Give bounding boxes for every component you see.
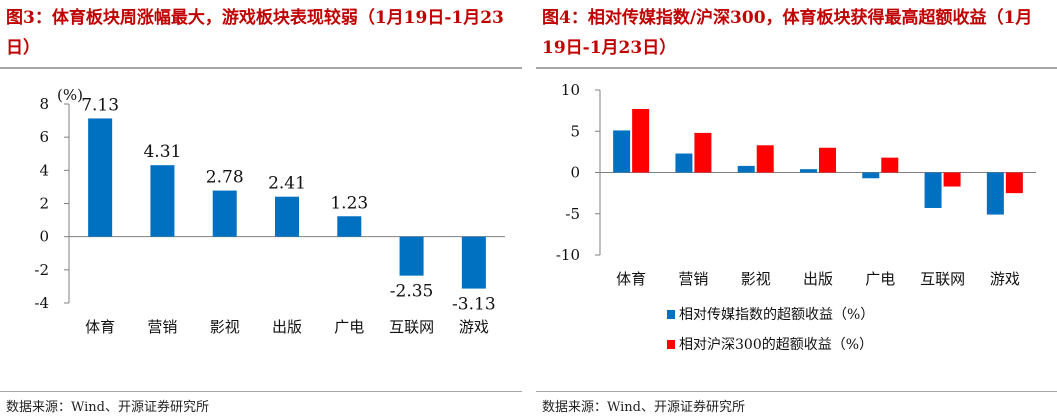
bar bbox=[337, 216, 362, 237]
legend-label: 相对沪深300的超额收益（%） bbox=[679, 337, 873, 353]
x-tick-label: 出版 bbox=[272, 318, 302, 336]
bar bbox=[461, 236, 486, 289]
y-tick-label: 2 bbox=[39, 195, 49, 213]
figure-4-panel: 图4：相对传媒指数/沪深300，体育板块获得最高超额收益（1月19日-1月23日… bbox=[536, 0, 1057, 419]
x-tick-label: 广电 bbox=[334, 318, 364, 336]
y-tick-label: 0 bbox=[570, 164, 580, 182]
y-unit-label: (%) bbox=[57, 86, 83, 104]
x-tick-label: 体育 bbox=[85, 318, 115, 336]
x-tick-label: 互联网 bbox=[389, 318, 434, 336]
x-tick-label: 营销 bbox=[147, 318, 177, 336]
bar bbox=[399, 236, 424, 276]
data-label: 4.31 bbox=[143, 142, 181, 162]
bar bbox=[943, 172, 961, 187]
y-tick-label: -2 bbox=[34, 261, 49, 279]
data-label: 2.78 bbox=[206, 168, 244, 188]
figure-4-bottom-rule bbox=[536, 391, 1057, 392]
x-tick-label: 出版 bbox=[803, 270, 833, 288]
bar bbox=[88, 118, 113, 237]
x-tick-label: 广电 bbox=[865, 270, 895, 288]
data-label: 7.13 bbox=[81, 95, 119, 115]
bar bbox=[613, 130, 631, 173]
data-label: -2.35 bbox=[390, 282, 434, 302]
legend-swatch bbox=[667, 310, 675, 319]
figure-3-source: 数据来源：Wind、开源证券研究所 bbox=[6, 400, 209, 415]
bar bbox=[819, 147, 836, 173]
y-tick-label: 8 bbox=[39, 95, 49, 113]
legend-swatch bbox=[667, 340, 675, 349]
figure-4-source: 数据来源：Wind、开源证券研究所 bbox=[542, 400, 745, 415]
y-tick-label: 4 bbox=[39, 161, 49, 179]
y-tick-label: -10 bbox=[556, 246, 580, 264]
x-tick-label: 影视 bbox=[741, 270, 771, 288]
x-tick-label: 营销 bbox=[678, 270, 708, 288]
bar bbox=[212, 190, 237, 237]
data-label: -3.13 bbox=[452, 295, 496, 315]
figure-3-title: 图3：体育板块周涨幅最大，游戏板块表现较弱（1月19日-1月23日） bbox=[6, 8, 504, 58]
x-tick-label: 游戏 bbox=[459, 318, 489, 336]
bar bbox=[756, 145, 774, 173]
legend-label: 相对传媒指数的超额收益（%） bbox=[679, 307, 874, 323]
bar bbox=[737, 165, 755, 173]
y-tick-label: 0 bbox=[39, 228, 49, 246]
bar bbox=[632, 108, 650, 173]
bar bbox=[694, 132, 712, 173]
figure-3-top-rule bbox=[0, 67, 522, 69]
bar bbox=[800, 169, 817, 173]
bar bbox=[675, 153, 693, 173]
figure-4-top-rule bbox=[536, 67, 1057, 69]
x-tick-label: 体育 bbox=[616, 270, 646, 288]
bar bbox=[881, 157, 899, 173]
bar bbox=[1005, 172, 1023, 194]
figure-4-title: 图4：相对传媒指数/沪深300，体育板块获得最高超额收益（1月19日-1月23日… bbox=[542, 8, 1033, 58]
x-tick-label: 游戏 bbox=[990, 270, 1020, 288]
y-tick-label: -5 bbox=[565, 205, 580, 223]
data-label: 2.41 bbox=[268, 174, 306, 194]
y-tick-label: 5 bbox=[570, 122, 580, 140]
bar bbox=[275, 196, 299, 237]
data-label: 1.23 bbox=[330, 193, 368, 213]
bar bbox=[924, 172, 942, 208]
x-tick-label: 互联网 bbox=[920, 270, 965, 288]
x-tick-label: 影视 bbox=[210, 318, 240, 336]
figure-3-chart: 8 6 4 2 0 -2 -4 (%)7.13 体育 4.31 营销 2.78 影视 2.41 出版 1.23… bbox=[34, 86, 505, 336]
y-tick-label: 10 bbox=[561, 81, 580, 99]
figure-3-bottom-rule bbox=[0, 391, 522, 392]
bar bbox=[986, 172, 1004, 215]
y-tick-label: -4 bbox=[34, 294, 49, 312]
figure-3-panel: 图3：体育板块周涨幅最大，游戏板块表现较弱（1月19日-1月23日） 8 6 4 2 0… bbox=[0, 0, 522, 419]
bar bbox=[150, 165, 175, 237]
bar bbox=[862, 172, 880, 179]
y-tick-label: 6 bbox=[39, 128, 49, 146]
